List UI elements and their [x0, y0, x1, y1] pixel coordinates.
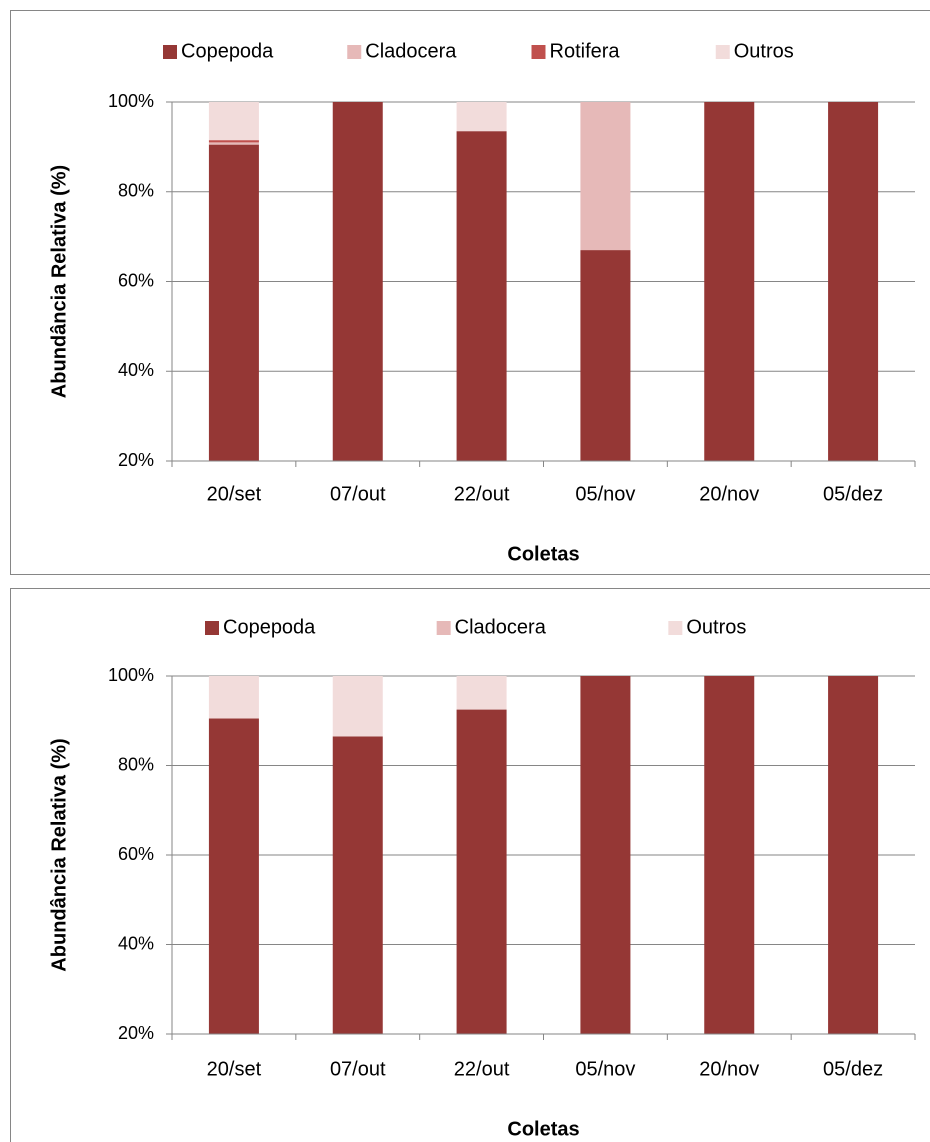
bar-segment: [208, 102, 259, 141]
legend-swatch: [715, 45, 730, 59]
y-tick-label: 20%: [118, 1023, 154, 1043]
bar-segment: [704, 676, 755, 1034]
legend-label: Outros: [734, 40, 794, 62]
bar-segment: [828, 676, 879, 1034]
x-tick-label: 20/set: [207, 483, 262, 505]
y-axis-title: Abundância Relativa (%): [48, 738, 70, 971]
bar-segment: [580, 102, 631, 251]
bar-segment: [208, 144, 259, 461]
x-tick-label: 05/nov: [575, 483, 635, 505]
bar-segment: [456, 102, 507, 132]
legend-swatch: [205, 621, 219, 635]
legend-label: Cladocera: [455, 616, 547, 638]
x-tick-label: 05/nov: [575, 1058, 635, 1080]
x-tick-label: 05/dez: [823, 483, 883, 505]
bar-segment: [332, 736, 383, 1034]
bar-segment: [704, 102, 755, 461]
legend-label: Cladocera: [365, 40, 457, 62]
y-tick-label: 40%: [118, 933, 154, 953]
x-tick-label: 05/dez: [823, 1058, 883, 1080]
bar-segment: [208, 140, 259, 143]
x-tick-label: 22/out: [454, 483, 510, 505]
x-tick-label: 20/set: [207, 1058, 262, 1080]
legend-label: Rotifera: [550, 40, 621, 62]
y-tick-label: 80%: [118, 754, 154, 774]
legend-swatch: [163, 45, 177, 59]
x-tick-label: 22/out: [454, 1058, 510, 1080]
legend-label: Outros: [686, 616, 746, 638]
legend-swatch: [436, 621, 451, 635]
x-tick-label: 20/nov: [699, 1058, 759, 1080]
bar-segment: [456, 709, 507, 1034]
y-tick-label: 20%: [118, 450, 154, 470]
y-tick-label: 100%: [108, 91, 154, 111]
bar-segment: [456, 131, 507, 461]
x-tick-label: 07/out: [330, 1058, 386, 1080]
legend-swatch: [347, 45, 362, 59]
bar-segment: [580, 250, 631, 461]
bar-segment: [456, 676, 507, 710]
bar-segment: [332, 102, 383, 461]
legend-swatch: [531, 45, 546, 59]
y-tick-label: 40%: [118, 360, 154, 380]
bar-segment: [828, 102, 879, 461]
legend-label: Copepoda: [181, 40, 274, 62]
x-axis-title: Coletas: [507, 543, 579, 565]
bar-segment: [580, 676, 631, 1034]
bar-segment: [332, 676, 383, 737]
x-tick-label: 20/nov: [699, 483, 759, 505]
bar-segment: [208, 676, 259, 719]
y-tick-label: 100%: [108, 665, 154, 685]
y-tick-label: 60%: [118, 270, 154, 290]
bar-segment: [208, 718, 259, 1034]
y-tick-label: 60%: [118, 844, 154, 864]
x-tick-label: 07/out: [330, 483, 386, 505]
y-axis-title: Abundância Relativa (%): [48, 165, 70, 398]
bar-segment: [208, 142, 259, 145]
y-tick-label: 80%: [118, 181, 154, 201]
x-axis-title: Coletas: [507, 1118, 579, 1140]
legend-label: Copepoda: [223, 616, 316, 638]
legend-swatch: [668, 621, 683, 635]
